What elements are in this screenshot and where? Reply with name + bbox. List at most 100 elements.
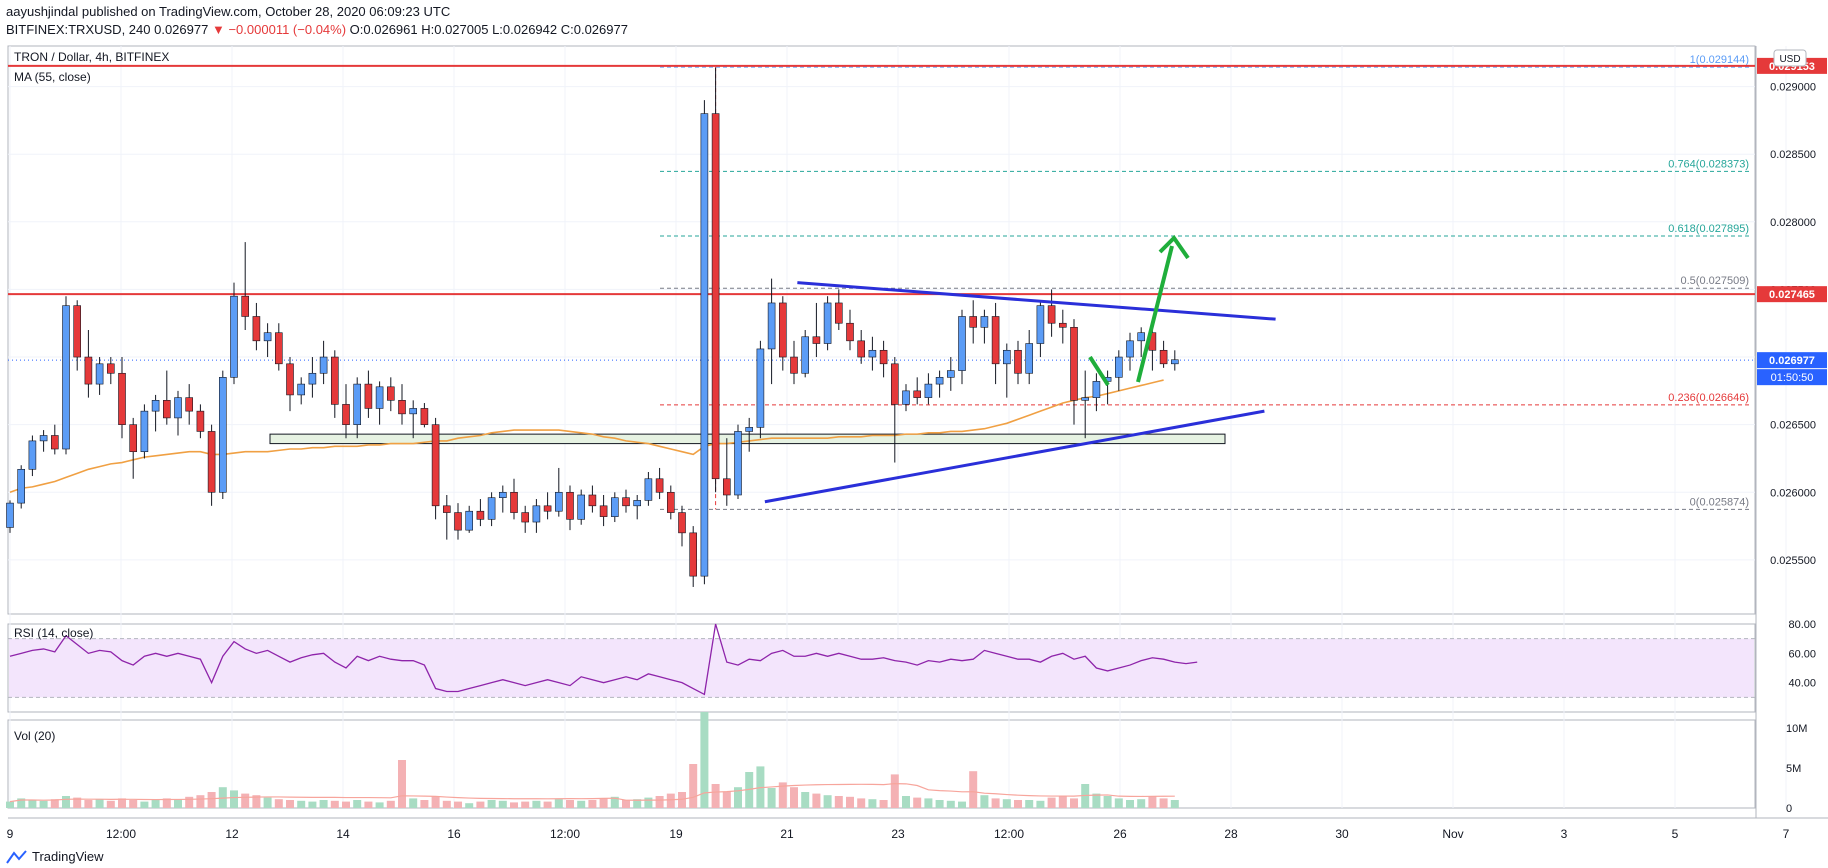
x-tick-label: 12 [225,827,239,841]
candle-body [879,349,888,365]
candle-body [543,505,552,512]
volume-bar [622,800,630,808]
candle-body [599,505,608,517]
y-tick-label: 0.028500 [1770,149,1816,161]
candle-body [84,356,93,385]
volume-bar [689,764,698,808]
candle [846,309,854,351]
candle [1059,309,1067,344]
candle-body [196,410,205,432]
candle [219,370,227,500]
ohlc-values: O:0.026961 H:0.027005 L:0.026942 C:0.026… [349,22,628,37]
symbol-label: BITFINEX:TRXUSD, 240 [6,22,151,37]
rsi-tick-label: 40.00 [1788,678,1816,690]
volume-bar [207,792,216,808]
volume-bar [420,800,429,808]
candle-body [633,500,642,507]
candle-body [1059,322,1067,328]
candle-body [230,295,238,378]
tradingview-logo[interactable]: TradingView [6,849,104,864]
candle [1081,370,1089,439]
pane-title[interactable]: TRON / Dollar, 4h, BITFINEX [14,50,170,64]
candle [1025,330,1033,385]
volume-bar [801,792,810,808]
candle-body [991,316,1000,365]
x-tick-label: 28 [1224,827,1238,841]
candle [342,384,350,439]
candle [689,526,698,587]
candle [431,417,440,520]
candle-body [566,491,574,520]
candle [745,417,754,452]
candle [756,340,765,439]
candle-body [219,377,227,493]
candle [17,465,26,509]
candle-body [274,332,283,365]
candle [319,340,328,385]
candle [1070,319,1078,425]
volume-bar [454,801,462,808]
candle-body [980,316,989,328]
candle-body [1025,343,1033,374]
candle-body [834,302,843,324]
candle [465,505,474,533]
fib-level-label: 0.618(0.027895) [1668,223,1749,235]
volume-tick-label: 5M [1786,763,1801,775]
x-tick-label: 5 [1672,827,1679,841]
volume-bar [375,802,384,808]
volume-bar [487,800,496,808]
brand-name: TradingView [32,849,104,864]
volume-bar [398,760,406,808]
volume-bar [1058,796,1067,808]
candle-body [666,491,675,513]
candle [252,302,261,351]
candle [577,489,586,525]
volume-bar [230,790,238,808]
candle-body [857,340,866,358]
volume-bar [162,798,171,808]
candle-body [140,410,149,453]
candle [196,404,205,439]
volume-bar [1159,798,1168,808]
volume-bar [868,799,877,808]
projection-arrow-down [1088,355,1110,387]
candle [958,309,966,385]
candle-body [521,512,530,523]
x-tick-label: 23 [891,827,905,841]
candle [610,492,619,523]
candle-body [17,468,26,504]
x-tick-label: 12:00 [994,827,1024,841]
candle [375,381,384,425]
volume-bar [577,800,586,808]
candle-body [801,336,810,374]
volume-bar [274,799,283,808]
candle-body [823,302,832,344]
candle [286,357,294,412]
candle [1047,289,1056,337]
candle [543,492,552,520]
candle-body [73,305,81,358]
volume-bar [745,772,754,808]
volume-bar [913,797,922,808]
x-tick-label: 12:00 [550,827,580,841]
candle [857,330,866,364]
candle-body [308,372,317,385]
price-tag [1757,352,1827,369]
volume-bar [330,800,339,808]
candle [521,505,530,533]
rsi-legend[interactable]: RSI (14, close) [14,626,94,640]
candle [207,424,216,506]
candle [1159,340,1168,368]
ma-legend[interactable]: MA (55, close) [14,70,91,84]
candle [1002,343,1011,398]
volume-bar [498,800,507,808]
volume-bar [140,801,149,808]
candle-body [252,316,261,342]
volume-bar [151,800,160,808]
candle [118,357,126,439]
volume-ma-line [9,783,1175,803]
currency-label: USD [1779,54,1800,65]
candle-body [868,349,877,358]
volume-legend[interactable]: Vol (20) [14,729,56,743]
